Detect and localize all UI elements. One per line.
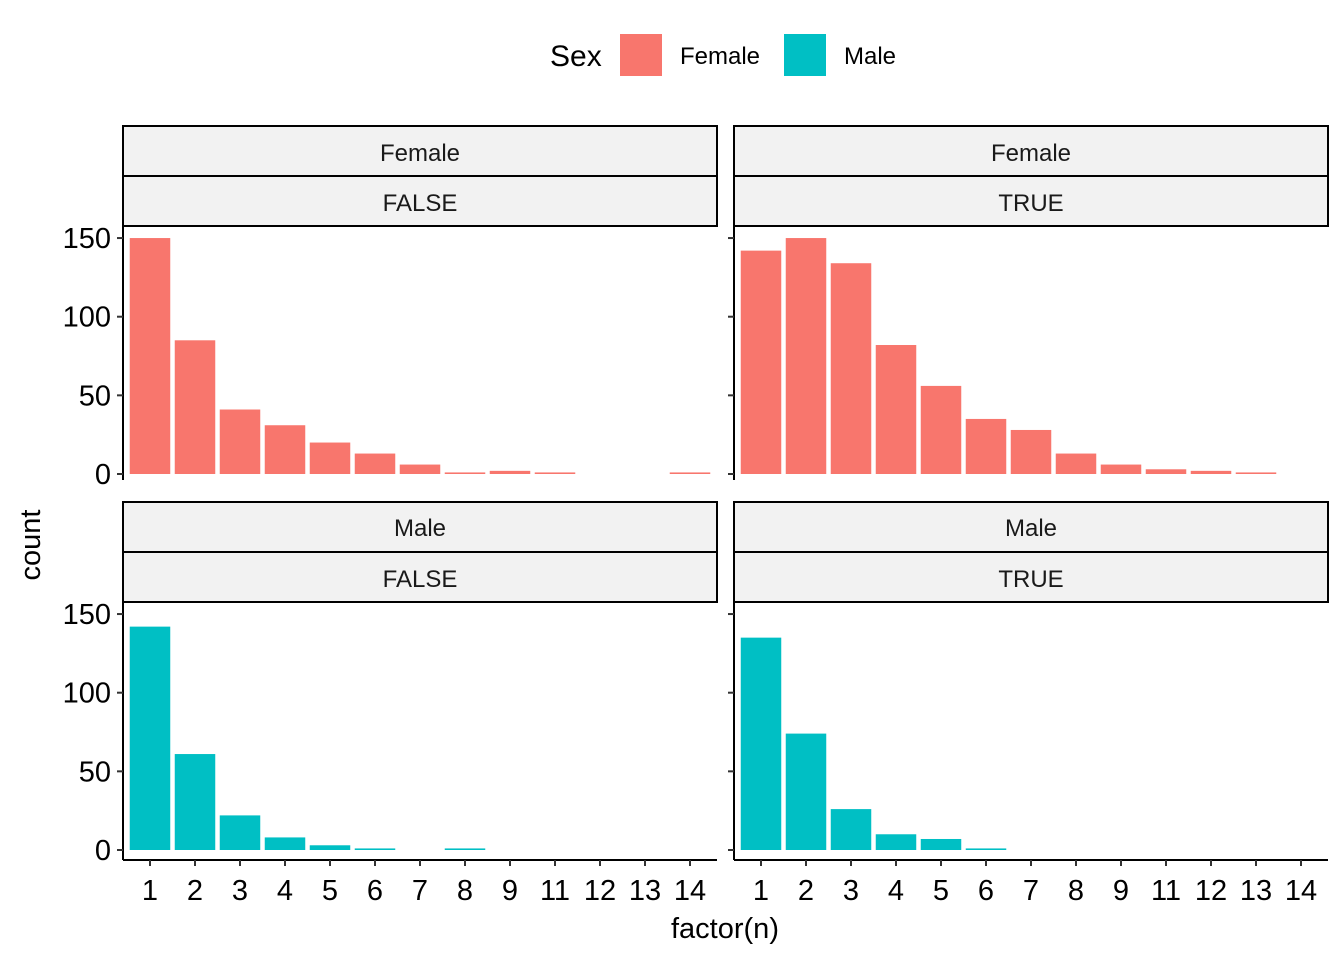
x-tick-label-3-1: 1: [142, 875, 158, 907]
bar-2-5: [920, 385, 962, 474]
bar-2-8: [1055, 453, 1097, 474]
y-tick-label-1-50: 50: [79, 380, 111, 412]
panel-4: 1 2 3 4 5 6 7 8 9 11 12 13 14: [728, 602, 1328, 907]
x-tick-label-4-9: 9: [1113, 875, 1129, 907]
bar-1-2: [174, 340, 216, 474]
bar-3-1: [129, 626, 171, 850]
x-tick-label-4-2: 2: [798, 875, 814, 907]
strip-label-col-bottom-right: TRUE: [998, 566, 1063, 593]
x-tick-label-3-5: 5: [322, 875, 338, 907]
x-tick-label-4-7: 7: [1023, 875, 1039, 907]
bar-1-11: [534, 472, 576, 474]
legend-title: Sex: [550, 40, 602, 73]
bar-1-6: [354, 453, 396, 474]
bar-2-12: [1190, 470, 1232, 474]
y-axis-title: count: [15, 510, 47, 581]
bar-1-9: [489, 470, 531, 474]
strip-label-row-top-left: Female: [380, 140, 460, 167]
y-tick-label-1-150: 150: [63, 223, 111, 255]
x-tick-label-3-2: 2: [187, 875, 203, 907]
bar-3-8: [444, 848, 486, 850]
x-axis-title: factor(n): [671, 913, 779, 945]
bar-1-4: [264, 425, 306, 474]
bar-1-8: [444, 472, 486, 474]
strip-col-1-right: [733, 175, 1329, 227]
bar-1-14: [669, 472, 711, 474]
y-tick-label-1-0: 0: [95, 459, 111, 491]
bar-3-6: [354, 848, 396, 850]
x-tick-label-3-7: 7: [412, 875, 428, 907]
x-tick-label-4-11: 11: [1151, 875, 1181, 907]
strip-label-col-top-left: FALSE: [383, 190, 458, 217]
x-tick-label-4-1: 1: [753, 875, 769, 907]
bar-2-6: [965, 418, 1007, 474]
bar-2-3: [830, 263, 872, 474]
bar-3-5: [309, 845, 351, 850]
bar-1-1: [129, 238, 171, 474]
x-tick-label-3-11: 11: [540, 875, 570, 907]
bar-2-1: [740, 250, 782, 474]
facet-strips: Female FALSE Female TRUE Male FALSE Male…: [122, 125, 1329, 603]
legend-key-female: [620, 34, 662, 76]
bar-4-2: [785, 733, 827, 850]
y-tick-label-3-0: 0: [95, 835, 111, 867]
x-tick-label-4-3: 3: [843, 875, 859, 907]
y-tick-label-3-150: 150: [63, 599, 111, 631]
y-tick-label-3-100: 100: [63, 678, 111, 710]
x-tick-label-4-12: 12: [1195, 875, 1227, 907]
strip-col-1-left: [122, 175, 718, 227]
bar-4-5: [920, 838, 962, 850]
legend-key-male: [784, 34, 826, 76]
x-tick-label-3-6: 6: [367, 875, 383, 907]
x-tick-label-4-4: 4: [888, 875, 904, 907]
bar-3-3: [219, 815, 261, 850]
bar-1-5: [309, 442, 351, 474]
strip-label-row-bottom-left: Male: [394, 515, 446, 542]
x-tick-label-4-8: 8: [1068, 875, 1084, 907]
x-tick-label-3-9: 9: [502, 875, 518, 907]
x-tick-label-3-4: 4: [277, 875, 293, 907]
strip-label-col-top-right: TRUE: [998, 190, 1063, 217]
legend: Sex Female Male: [550, 34, 896, 76]
x-tick-label-4-5: 5: [933, 875, 949, 907]
bar-2-7: [1010, 429, 1052, 474]
bar-1-3: [219, 409, 261, 474]
strip-label-row-bottom-right: Male: [1005, 515, 1057, 542]
y-tick-label-1-100: 100: [63, 302, 111, 334]
legend-label-female: Female: [680, 43, 760, 70]
strip-col-2-left: [122, 551, 718, 603]
bar-4-1: [740, 637, 782, 850]
legend-label-male: Male: [844, 43, 896, 70]
x-tick-label-4-6: 6: [978, 875, 994, 907]
x-tick-label-3-3: 3: [232, 875, 248, 907]
bar-4-6: [965, 848, 1007, 850]
bar-4-4: [875, 834, 917, 850]
strip-label-col-bottom-left: FALSE: [383, 566, 458, 593]
x-tick-label-3-12: 12: [584, 875, 616, 907]
bar-2-11: [1145, 469, 1187, 474]
bar-2-2: [785, 238, 827, 474]
strip-row-1-left: [122, 125, 718, 177]
panel-1: 0 50 100 150: [63, 223, 711, 491]
bar-3-4: [264, 837, 306, 850]
x-tick-label-4-14: 14: [1285, 875, 1317, 907]
y-tick-label-3-50: 50: [79, 756, 111, 788]
panel-2: [728, 226, 1277, 480]
strip-col-2-right: [733, 551, 1329, 603]
bar-4-3: [830, 809, 872, 850]
strip-label-row-top-right: Female: [991, 140, 1071, 167]
x-tick-label-4-13: 13: [1240, 875, 1272, 907]
bar-2-9: [1100, 464, 1142, 474]
bar-3-2: [174, 754, 216, 850]
strip-row-1-right: [733, 125, 1329, 177]
bar-2-4: [875, 345, 917, 474]
x-tick-label-3-14: 14: [674, 875, 706, 907]
x-tick-label-3-13: 13: [629, 875, 661, 907]
x-tick-label-3-8: 8: [457, 875, 473, 907]
bar-2-13: [1235, 472, 1277, 474]
bar-1-7: [399, 464, 441, 474]
